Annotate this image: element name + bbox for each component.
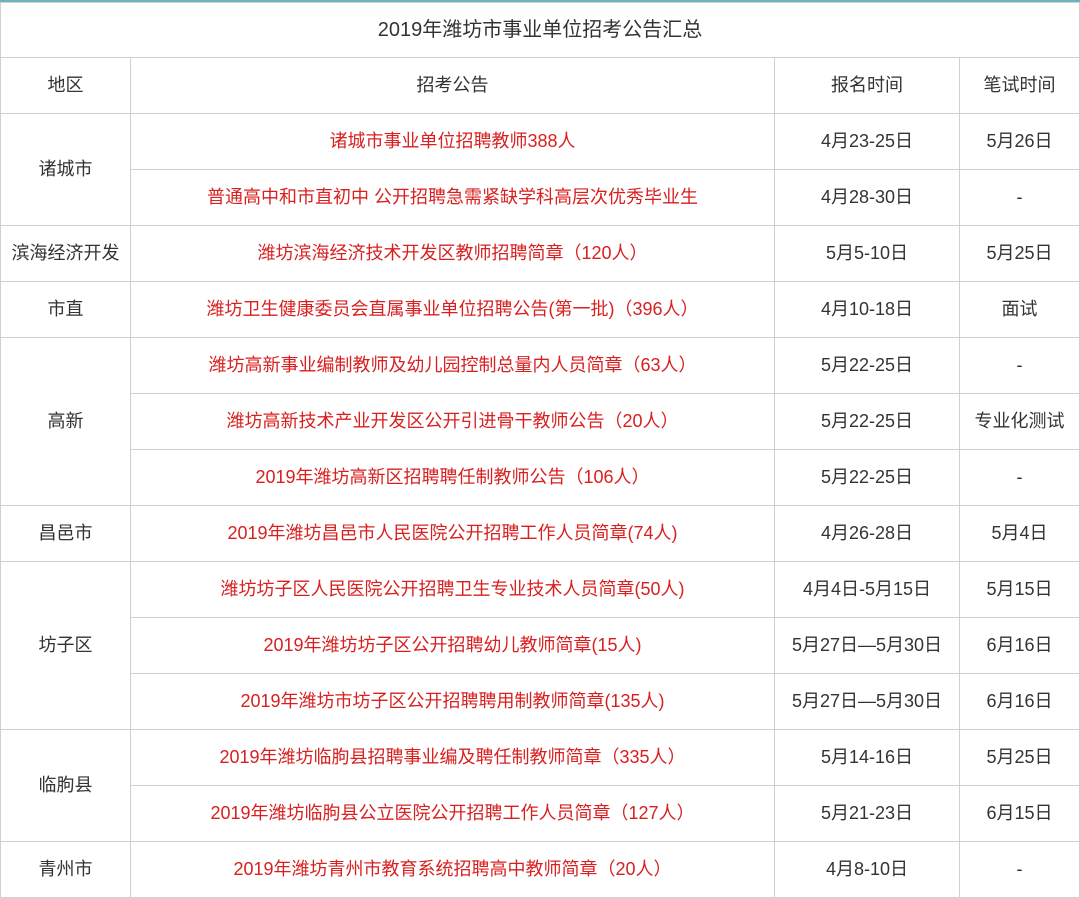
table-row: 普通高中和市直初中 公开招聘急需紧缺学科高层次优秀毕业生 4月28-30日 - (1, 170, 1080, 226)
exam-cell: - (960, 170, 1080, 226)
table-row: 高新 潍坊高新事业编制教师及幼儿园控制总量内人员简章（63人） 5月22-25日… (1, 338, 1080, 394)
announcement-link[interactable]: 2019年潍坊青州市教育系统招聘高中教师简章（20人） (131, 842, 775, 898)
region-cell: 诸城市 (1, 114, 131, 226)
exam-cell: - (960, 450, 1080, 506)
table-row: 潍坊高新技术产业开发区公开引进骨干教师公告（20人） 5月22-25日 专业化测… (1, 394, 1080, 450)
announcement-link[interactable]: 潍坊高新事业编制教师及幼儿园控制总量内人员简章（63人） (131, 338, 775, 394)
recruitment-table: 2019年潍坊市事业单位招考公告汇总 地区 招考公告 报名时间 笔试时间 诸城市… (0, 2, 1080, 898)
exam-cell: - (960, 338, 1080, 394)
announcement-link[interactable]: 2019年潍坊临朐县招聘事业编及聘任制教师简章（335人） (131, 730, 775, 786)
header-row: 地区 招考公告 报名时间 笔试时间 (1, 58, 1080, 114)
exam-cell: 5月25日 (960, 226, 1080, 282)
table-row: 青州市 2019年潍坊青州市教育系统招聘高中教师简章（20人） 4月8-10日 … (1, 842, 1080, 898)
exam-cell: 6月16日 (960, 674, 1080, 730)
registration-cell: 5月22-25日 (775, 450, 960, 506)
table-row: 市直 潍坊卫生健康委员会直属事业单位招聘公告(第一批)（396人） 4月10-1… (1, 282, 1080, 338)
title-row: 2019年潍坊市事业单位招考公告汇总 (1, 3, 1080, 58)
registration-cell: 5月14-16日 (775, 730, 960, 786)
registration-cell: 5月21-23日 (775, 786, 960, 842)
registration-cell: 4月8-10日 (775, 842, 960, 898)
registration-cell: 4月26-28日 (775, 506, 960, 562)
exam-cell: 5月4日 (960, 506, 1080, 562)
registration-cell: 4月10-18日 (775, 282, 960, 338)
header-region: 地区 (1, 58, 131, 114)
registration-cell: 4月23-25日 (775, 114, 960, 170)
table-row: 滨海经济开发 潍坊滨海经济技术开发区教师招聘简章（120人） 5月5-10日 5… (1, 226, 1080, 282)
table-row: 2019年潍坊高新区招聘聘任制教师公告（106人） 5月22-25日 - (1, 450, 1080, 506)
registration-cell: 5月22-25日 (775, 394, 960, 450)
header-registration: 报名时间 (775, 58, 960, 114)
registration-cell: 5月27日—5月30日 (775, 674, 960, 730)
table-row: 坊子区 潍坊坊子区人民医院公开招聘卫生专业技术人员简章(50人) 4月4日-5月… (1, 562, 1080, 618)
exam-cell: 6月15日 (960, 786, 1080, 842)
announcement-link[interactable]: 潍坊坊子区人民医院公开招聘卫生专业技术人员简章(50人) (131, 562, 775, 618)
region-cell: 市直 (1, 282, 131, 338)
exam-cell: 5月25日 (960, 730, 1080, 786)
region-cell: 青州市 (1, 842, 131, 898)
announcement-link[interactable]: 2019年潍坊临朐县公立医院公开招聘工作人员简章（127人） (131, 786, 775, 842)
table-title: 2019年潍坊市事业单位招考公告汇总 (1, 3, 1080, 58)
table-row: 昌邑市 2019年潍坊昌邑市人民医院公开招聘工作人员简章(74人) 4月26-2… (1, 506, 1080, 562)
header-exam: 笔试时间 (960, 58, 1080, 114)
exam-cell: 5月15日 (960, 562, 1080, 618)
announcement-link[interactable]: 潍坊滨海经济技术开发区教师招聘简章（120人） (131, 226, 775, 282)
region-cell: 高新 (1, 338, 131, 506)
announcement-link[interactable]: 2019年潍坊坊子区公开招聘幼儿教师简章(15人) (131, 618, 775, 674)
table-row: 临朐县 2019年潍坊临朐县招聘事业编及聘任制教师简章（335人） 5月14-1… (1, 730, 1080, 786)
registration-cell: 5月5-10日 (775, 226, 960, 282)
announcement-link[interactable]: 2019年潍坊高新区招聘聘任制教师公告（106人） (131, 450, 775, 506)
exam-cell: 6月16日 (960, 618, 1080, 674)
announcement-link[interactable]: 潍坊高新技术产业开发区公开引进骨干教师公告（20人） (131, 394, 775, 450)
table-row: 2019年潍坊临朐县公立医院公开招聘工作人员简章（127人） 5月21-23日 … (1, 786, 1080, 842)
exam-cell: - (960, 842, 1080, 898)
announcement-link[interactable]: 普通高中和市直初中 公开招聘急需紧缺学科高层次优秀毕业生 (131, 170, 775, 226)
table-row: 2019年潍坊坊子区公开招聘幼儿教师简章(15人) 5月27日—5月30日 6月… (1, 618, 1080, 674)
table-row: 2019年潍坊市坊子区公开招聘聘用制教师简章(135人) 5月27日—5月30日… (1, 674, 1080, 730)
table-row: 诸城市 诸城市事业单位招聘教师388人 4月23-25日 5月26日 (1, 114, 1080, 170)
exam-cell: 5月26日 (960, 114, 1080, 170)
header-announcement: 招考公告 (131, 58, 775, 114)
announcement-link[interactable]: 2019年潍坊市坊子区公开招聘聘用制教师简章(135人) (131, 674, 775, 730)
table-container: 2019年潍坊市事业单位招考公告汇总 地区 招考公告 报名时间 笔试时间 诸城市… (0, 0, 1080, 898)
region-cell: 坊子区 (1, 562, 131, 730)
exam-cell: 专业化测试 (960, 394, 1080, 450)
registration-cell: 4月28-30日 (775, 170, 960, 226)
exam-cell: 面试 (960, 282, 1080, 338)
region-cell: 滨海经济开发 (1, 226, 131, 282)
region-cell: 昌邑市 (1, 506, 131, 562)
announcement-link[interactable]: 诸城市事业单位招聘教师388人 (131, 114, 775, 170)
region-cell: 临朐县 (1, 730, 131, 842)
registration-cell: 5月22-25日 (775, 338, 960, 394)
announcement-link[interactable]: 2019年潍坊昌邑市人民医院公开招聘工作人员简章(74人) (131, 506, 775, 562)
registration-cell: 4月4日-5月15日 (775, 562, 960, 618)
announcement-link[interactable]: 潍坊卫生健康委员会直属事业单位招聘公告(第一批)（396人） (131, 282, 775, 338)
registration-cell: 5月27日—5月30日 (775, 618, 960, 674)
